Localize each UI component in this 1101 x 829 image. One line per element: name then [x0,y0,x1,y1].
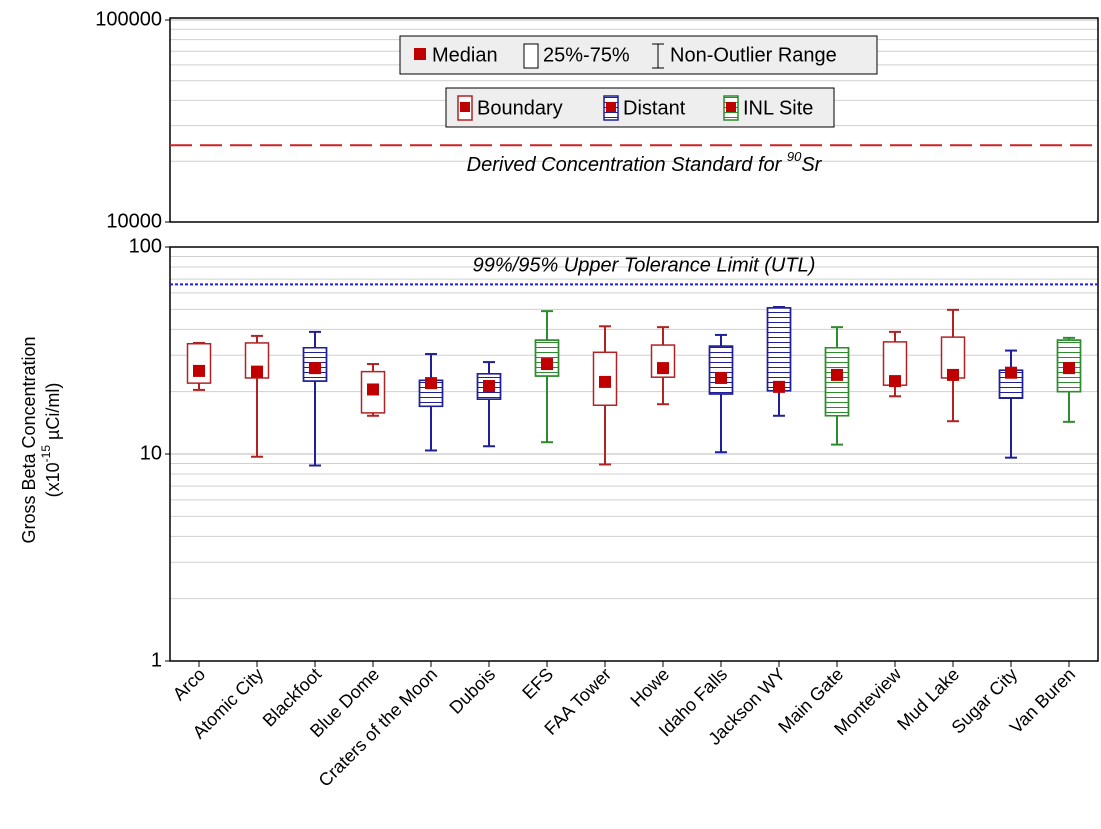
median [599,375,611,388]
median [1063,362,1075,375]
median [425,377,437,390]
y-label-sup: -15 [39,445,53,463]
reference-label-part: Sr [801,154,822,176]
median [367,383,379,396]
legend-series-median [606,102,616,112]
reference-label-part: 90 [787,150,802,165]
x-tick-label: Dubois [445,664,499,718]
legend-label: 25%-75% [543,44,630,66]
y-label-part: (x10 [43,462,63,497]
legend-median-icon [414,48,426,60]
y-label-unit: (x10-15 µCi/ml) [39,383,63,498]
y-label-part: µCi/ml) [43,383,63,445]
y-axis-title: Gross Beta Concentration (x10-15 µCi/ml) [19,336,63,543]
legend-series-median [726,102,736,112]
legend-box [399,35,878,75]
box [186,342,212,384]
reference-label: Derived Concentration Standard for 90Sr [467,150,823,177]
median [657,362,669,375]
x-tick-label: EFS [518,664,557,703]
median [889,375,901,388]
median [947,368,959,381]
y-tick-label: 1 [151,649,162,671]
legend-label: Non-Outlier Range [670,44,837,66]
legend-label: Distant [623,97,686,119]
legend-whisker-icon [652,43,664,69]
legend-label: INL Site [743,97,813,119]
median [483,380,495,393]
median [831,368,843,381]
legend: Median 25%-75% Non-Outlier Range Boundar… [399,35,878,128]
legend-label: Median [432,44,498,66]
box-hatch [766,307,792,392]
y-tick-label: 100000 [95,8,162,30]
legend-label: Boundary [477,97,563,119]
y-label: Gross Beta Concentration [19,336,39,543]
x-tick-label: Howe [626,664,673,711]
y-tick-label: 10 [140,442,162,464]
upper-frame [169,17,1099,223]
median [193,364,205,377]
legend-series-median [460,102,470,112]
reference-label-part: Derived Concentration Standard for [467,154,787,176]
median [309,362,321,375]
median [715,371,727,384]
reference-label-part: 99%/95% Upper Tolerance Limit (UTL) [473,255,816,277]
median [251,365,263,378]
x-tick-label: Arco [169,664,209,704]
legend-box [445,87,835,128]
median [773,380,785,393]
legend-box-icon [523,43,539,69]
reference-label: 99%/95% Upper Tolerance Limit (UTL) [473,255,816,277]
box-hatch [708,345,734,395]
median [1005,366,1017,379]
y-tick-label: 10000 [106,210,162,232]
median [541,358,553,371]
y-tick-label: 100 [129,235,162,257]
box-hatch [824,347,850,417]
